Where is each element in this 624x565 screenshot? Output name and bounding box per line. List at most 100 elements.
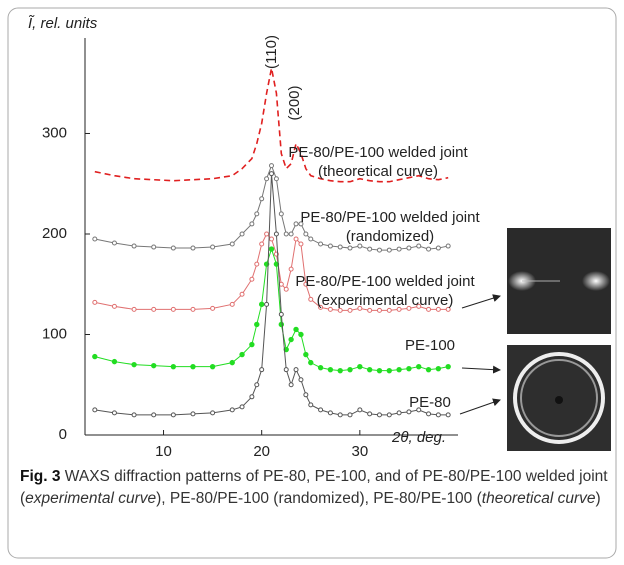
y-tick-label: 0 [59,426,67,443]
point [92,236,98,242]
point [170,412,176,418]
point [151,362,157,369]
point [337,244,343,250]
pattern-top [507,228,611,334]
point [273,231,279,237]
point [288,382,294,388]
point [386,247,392,253]
series-label: PE-80 [409,394,451,411]
arrow [459,398,501,415]
point [318,241,324,247]
point [327,366,334,373]
point [367,246,373,252]
point [254,261,260,267]
point [268,246,275,252]
point [288,266,294,272]
x-tick-label: 20 [253,443,270,460]
point [357,407,363,413]
y-axis-label: Ĩ, rel. units [28,15,98,32]
point [170,245,176,251]
point [264,176,270,182]
point [347,366,353,373]
point [229,359,235,366]
point [249,394,255,400]
point [435,306,441,312]
point [249,341,255,348]
y-tick-label: 300 [42,124,67,141]
point [416,363,422,370]
point [406,409,412,415]
point [435,412,441,418]
point [111,358,118,365]
point [406,305,412,311]
point [367,307,373,313]
point [239,351,245,358]
point [337,307,343,313]
point [445,306,451,312]
point [269,171,274,177]
point [278,321,285,328]
point [210,410,216,416]
point [416,303,422,309]
point [293,221,299,227]
point [376,247,382,253]
point [254,382,260,388]
peak-label: (200) [286,85,303,120]
point [337,412,343,418]
point [357,305,363,311]
point [327,410,333,416]
point [298,377,304,383]
point [283,231,289,237]
point [396,410,402,416]
pattern-bottom [507,345,611,451]
point [303,231,309,237]
caption-text: experimental curve [25,490,157,507]
series-label: (randomized) [346,228,434,245]
point [249,276,255,282]
point [406,365,412,372]
point [318,304,324,310]
point [190,363,196,370]
point [426,411,432,417]
point [288,231,294,237]
series-label: PE-80/PE-100 welded joint [300,209,480,226]
point [151,412,157,418]
point [435,365,442,372]
point [426,306,432,312]
point [445,412,451,418]
point [293,326,299,333]
point [298,331,304,338]
point [293,236,299,242]
point [376,412,382,418]
point [111,410,117,416]
point [288,336,294,343]
point [264,301,270,307]
arrow [461,294,501,309]
caption-text: ) [595,490,601,507]
point [298,241,304,247]
point [327,306,333,312]
point [229,241,235,247]
point [254,321,260,328]
point [347,307,353,313]
series-label: PE-80/PE-100 welded joint [288,144,468,161]
point [386,307,392,313]
y-tick-label: 100 [42,325,67,342]
point [396,366,402,373]
point [190,245,196,251]
point [357,363,363,370]
point [249,221,255,227]
point [92,299,98,305]
peak-label: (110) [263,35,280,69]
point [273,176,279,182]
caption-text: theoretical curve [481,490,596,507]
point [259,196,265,202]
point [376,307,382,313]
y-tick-label: 200 [42,225,67,242]
point [269,236,274,242]
point [111,240,117,246]
point [327,243,333,249]
point [229,301,235,307]
point [92,407,98,413]
